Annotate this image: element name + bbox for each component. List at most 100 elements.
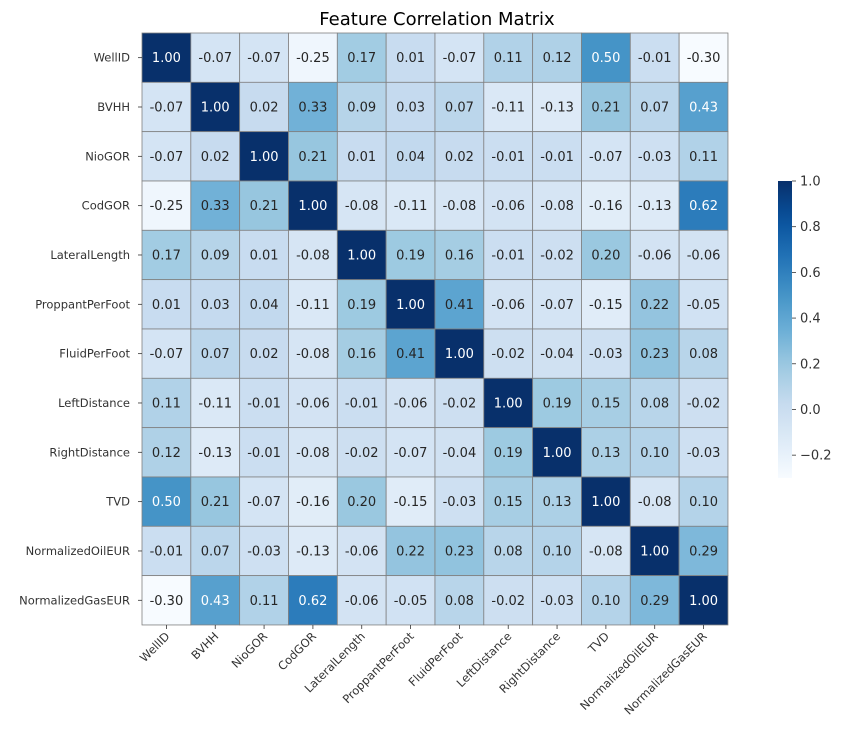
cell-value: -0.13 bbox=[540, 101, 574, 116]
x-tick-label: NormalizedGasEUR bbox=[621, 629, 709, 717]
cell-value: 0.41 bbox=[445, 298, 474, 313]
cell-value: 0.03 bbox=[396, 101, 425, 116]
cell-value: 0.13 bbox=[543, 495, 572, 510]
heatmap-cell bbox=[483, 279, 534, 330]
y-tick-label: WellID bbox=[94, 51, 131, 65]
heatmap-cell bbox=[336, 81, 387, 133]
heatmap-cell bbox=[288, 81, 338, 133]
cell-value: -0.05 bbox=[394, 594, 428, 609]
cell-value: -0.06 bbox=[491, 298, 525, 313]
colorbar-tick-label: 0.8 bbox=[800, 220, 821, 235]
cell-value: 0.10 bbox=[640, 446, 669, 461]
cell-value: 0.15 bbox=[591, 396, 620, 411]
cell-value: 0.11 bbox=[689, 150, 718, 165]
y-tick-label: LeftDistance bbox=[58, 396, 130, 410]
heatmap-cell bbox=[434, 229, 485, 281]
heatmap-cell bbox=[532, 279, 582, 330]
heatmap-cell bbox=[385, 279, 436, 330]
cell-value: -0.25 bbox=[150, 199, 184, 214]
cell-value: -0.15 bbox=[394, 495, 428, 510]
heatmap-cell bbox=[581, 81, 631, 133]
heatmap-cell bbox=[629, 427, 680, 478]
heatmap-cell bbox=[190, 328, 241, 379]
cell-value: 0.62 bbox=[689, 199, 718, 214]
cell-value: 0.03 bbox=[201, 298, 230, 313]
cell-value: 1.00 bbox=[494, 396, 523, 411]
cell-value: 0.15 bbox=[494, 495, 523, 510]
y-axis-tick-labels: WellID BVHH NioGOR CodGOR LateralLength Propp… bbox=[19, 51, 142, 607]
cell-value: -0.07 bbox=[150, 150, 184, 165]
cell-value: -0.13 bbox=[638, 199, 672, 214]
cell-value: 0.10 bbox=[543, 544, 572, 559]
cell-value: 0.10 bbox=[591, 594, 620, 609]
cell-value: 0.29 bbox=[689, 544, 718, 559]
heatmap-cell bbox=[288, 131, 338, 182]
heatmap-cell bbox=[141, 229, 192, 281]
colorbar-tick-label: 0.0 bbox=[800, 403, 821, 418]
heatmap-cell bbox=[581, 279, 631, 330]
heatmap-cell bbox=[239, 427, 289, 478]
cell-value: -0.08 bbox=[296, 248, 330, 263]
cell-value: 0.02 bbox=[250, 347, 279, 362]
heatmap-cell bbox=[239, 32, 289, 83]
cell-value: -0.05 bbox=[687, 298, 721, 313]
cell-value: -0.01 bbox=[491, 150, 525, 165]
heatmap-cell bbox=[141, 328, 192, 379]
cell-value: 1.00 bbox=[445, 347, 474, 362]
heatmap-cell bbox=[581, 525, 631, 577]
cell-value: -0.06 bbox=[345, 594, 379, 609]
cell-value: 0.08 bbox=[689, 347, 718, 362]
cell-value: -0.06 bbox=[394, 396, 428, 411]
cell-value: 0.41 bbox=[396, 347, 425, 362]
cell-value: -0.11 bbox=[491, 101, 525, 116]
heatmap-cell bbox=[434, 427, 485, 478]
heatmap-cells bbox=[141, 32, 729, 626]
y-tick-label: NioGOR bbox=[85, 149, 130, 163]
heatmap-cell bbox=[629, 328, 680, 379]
heatmap-cell bbox=[581, 476, 631, 527]
heatmap-cell bbox=[678, 131, 729, 182]
heatmap-cell bbox=[434, 575, 485, 626]
colorbar-tick-label: 0.2 bbox=[800, 357, 821, 372]
cell-value: -0.01 bbox=[540, 150, 574, 165]
x-tick-label: WellID bbox=[137, 629, 173, 665]
cell-value: 0.01 bbox=[347, 150, 376, 165]
heatmap-cell bbox=[141, 427, 192, 478]
heatmap-cell bbox=[678, 377, 729, 429]
cell-value: 1.00 bbox=[640, 544, 669, 559]
cell-value: -0.16 bbox=[296, 495, 330, 510]
heatmap-cell bbox=[190, 575, 241, 626]
cell-value-labels: 1.00 -0.07 -0.07 -0.25 0.17 0.01 -0.07 0.11 0.12… bbox=[150, 51, 721, 609]
cell-value: 0.19 bbox=[494, 446, 523, 461]
cell-value: -0.02 bbox=[491, 347, 525, 362]
y-tick-label: BVHH bbox=[97, 100, 130, 114]
heatmap-cell bbox=[190, 229, 241, 281]
cell-value: -0.06 bbox=[491, 199, 525, 214]
cell-value: 0.17 bbox=[152, 248, 181, 263]
y-tick-label: TVD bbox=[105, 495, 130, 509]
heatmap-cell bbox=[532, 81, 582, 133]
cell-value: 0.01 bbox=[152, 298, 181, 313]
heatmap-cell bbox=[239, 525, 289, 577]
heatmap-cell bbox=[581, 328, 631, 379]
y-tick-label: ProppantPerFoot bbox=[35, 297, 130, 311]
cell-value: 0.07 bbox=[640, 101, 669, 116]
heatmap-cell bbox=[141, 32, 192, 83]
y-tick-label: LateralLength bbox=[50, 248, 130, 262]
cell-value: -0.08 bbox=[345, 199, 379, 214]
heatmap-cell bbox=[678, 32, 729, 83]
cell-value: 0.02 bbox=[201, 150, 230, 165]
cell-value: -0.03 bbox=[247, 544, 281, 559]
cell-value: 0.19 bbox=[396, 248, 425, 263]
x-tick-label: TVD bbox=[585, 629, 613, 657]
heatmap-cell bbox=[288, 476, 338, 527]
heatmap-cell bbox=[678, 279, 729, 330]
colorbar-tick-label: 0.6 bbox=[800, 266, 821, 281]
heatmap-cell bbox=[678, 328, 729, 379]
cell-value: -0.07 bbox=[443, 51, 477, 66]
cell-value: -0.30 bbox=[687, 51, 721, 66]
heatmap-cell bbox=[385, 575, 436, 626]
y-tick-label: NormalizedGasEUR bbox=[19, 593, 130, 607]
heatmap-cell bbox=[581, 180, 631, 231]
